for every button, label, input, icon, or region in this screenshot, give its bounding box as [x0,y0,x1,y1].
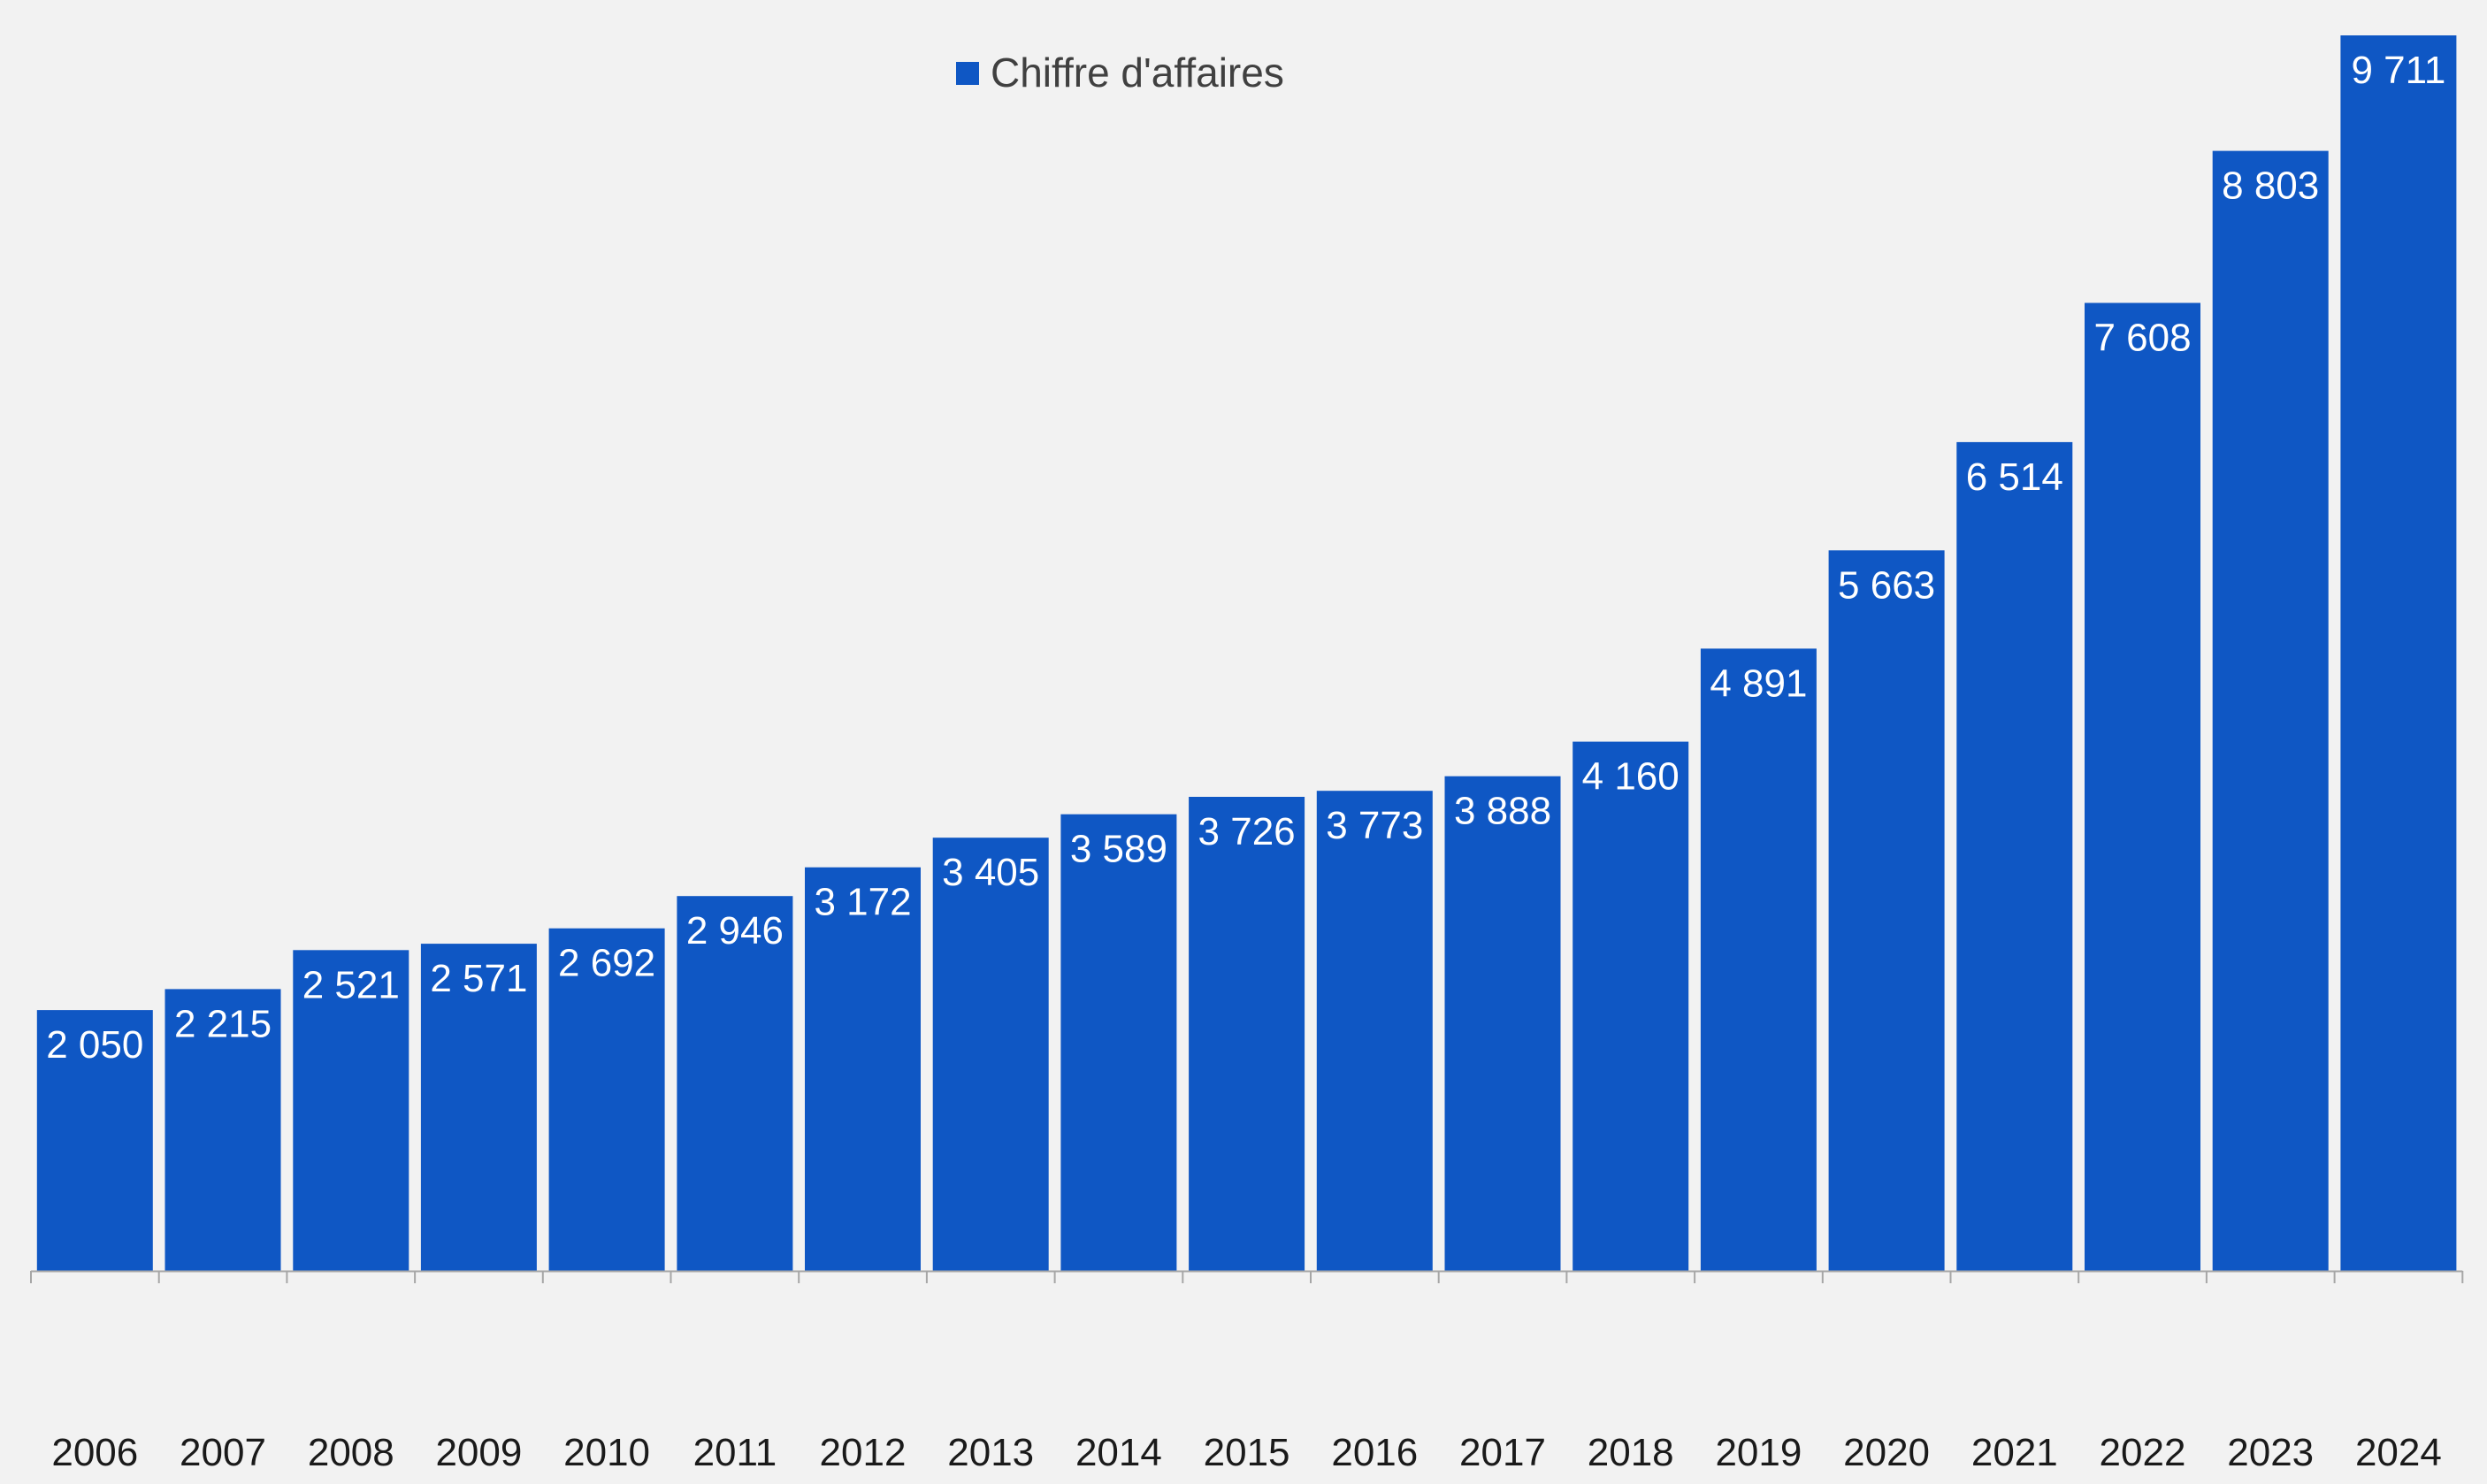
bars [36,35,2457,1272]
data-label-2022: 7 608 [2093,317,2191,360]
data-label-2012: 3 172 [814,881,911,924]
data-label-2006: 2 050 [46,1023,143,1067]
bar-2013 [932,838,1049,1271]
x-tick-label-2013: 2013 [947,1431,1034,1474]
x-tick-label-2008: 2008 [308,1431,394,1474]
bar-2012 [805,867,921,1271]
x-tick-label-2014: 2014 [1075,1431,1162,1474]
legend: Chiffre d'affaires [956,50,1284,96]
bar-2015 [1189,797,1305,1271]
bar-2020 [1828,550,1945,1271]
data-label-2021: 6 514 [1966,455,2063,499]
x-tick-label-2009: 2009 [435,1431,522,1474]
data-label-2023: 8 803 [2222,164,2319,208]
legend-label: Chiffre d'affaires [991,50,1284,96]
data-label-2007: 2 215 [174,1002,272,1045]
bar-2021 [1956,441,2073,1271]
bar-2006 [36,1010,153,1271]
bar-2019 [1700,648,1817,1271]
x-tick-label-2016: 2016 [1331,1431,1418,1474]
bar-2010 [548,928,665,1271]
x-tick-label-2015: 2015 [1204,1431,1290,1474]
bar-2011 [677,896,793,1271]
x-tick-label-2023: 2023 [2227,1431,2314,1474]
x-tick-label-2011: 2011 [693,1431,777,1474]
bar-2007 [165,989,281,1271]
x-axis: 2006 2007 2008 2009 2010 2011 2012 2013 2014 2015… [30,1270,2464,1474]
bar-2017 [1444,776,1561,1271]
x-tick-label-2006: 2006 [51,1431,138,1474]
data-label-2017: 3 888 [1454,790,1551,833]
x-tick-label-2020: 2020 [1843,1431,1930,1474]
bar-2018 [1573,741,1689,1271]
x-tick-label-2024: 2024 [2355,1431,2442,1474]
data-label-2024: 9 711 [2351,49,2445,92]
data-label-2020: 5 663 [1838,563,1935,607]
data-label-2013: 3 405 [942,851,1039,894]
data-label-2009: 2 571 [430,957,527,1000]
data-label-2016: 3 773 [1326,804,1423,847]
x-tick-label-2019: 2019 [1715,1431,1802,1474]
bar-2024 [2340,35,2457,1271]
data-label-2018: 4 160 [1582,755,1680,799]
x-tick-label-2017: 2017 [1459,1431,1546,1474]
data-label-2008: 2 521 [302,963,400,1006]
x-tick-label-2021: 2021 [1971,1431,2058,1474]
x-tick-label-2022: 2022 [2100,1431,2186,1474]
data-label-2010: 2 692 [558,942,655,985]
x-tick-label-2018: 2018 [1588,1431,1674,1474]
data-label-2015: 3 726 [1198,810,1296,853]
x-tick-label-2010: 2010 [563,1431,650,1474]
bar-2014 [1060,814,1177,1271]
x-tick-label-2007: 2007 [180,1431,266,1474]
legend-swatch [956,62,979,85]
bar-labels: 2 050 2 215 2 521 2 571 2 692 2 946 3 172 3 405… [46,49,2445,1067]
x-tick-label-2012: 2012 [820,1431,907,1474]
data-label-2014: 3 589 [1070,828,1167,871]
data-label-2011: 2 946 [686,909,784,952]
bar-2009 [420,944,537,1271]
bar-2008 [293,950,409,1271]
data-label-2019: 4 891 [1710,662,1807,705]
bar-2016 [1316,791,1433,1271]
bar-2023 [2212,150,2329,1272]
bar-2022 [2085,302,2200,1271]
